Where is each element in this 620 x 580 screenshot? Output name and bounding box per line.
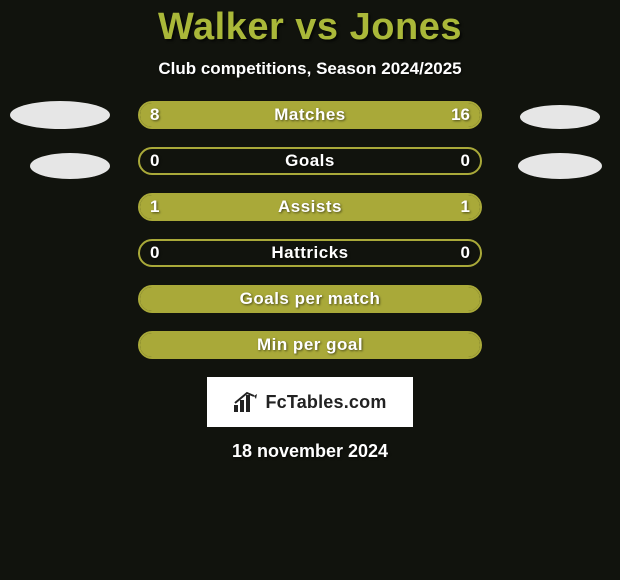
stat-value-left: 0 bbox=[150, 149, 159, 173]
stat-value-left: 0 bbox=[150, 241, 159, 265]
stat-label: Goals per match bbox=[140, 287, 480, 311]
stat-value-right: 0 bbox=[461, 149, 470, 173]
comparison-title: Walker vs Jones bbox=[0, 0, 620, 49]
player-right-badge bbox=[520, 105, 600, 129]
stat-bar: Hattricks0 0 bbox=[138, 239, 482, 267]
stat-value-right: 0 bbox=[461, 241, 470, 265]
stat-label: Goals bbox=[140, 149, 480, 173]
subtitle: Club competitions, Season 2024/2025 bbox=[0, 59, 620, 79]
stat-value-left: 8 bbox=[150, 103, 159, 127]
stat-bar: Min per goal bbox=[138, 331, 482, 359]
stat-bar: Matches8 16 bbox=[138, 101, 482, 129]
stat-label: Min per goal bbox=[140, 333, 480, 357]
player-right-badge-2 bbox=[518, 153, 602, 179]
stat-value-right: 1 bbox=[461, 195, 470, 219]
vs-text: vs bbox=[295, 6, 338, 48]
footer-date: 18 november 2024 bbox=[0, 441, 620, 462]
stat-bar: Goals0 0 bbox=[138, 147, 482, 175]
stat-bar: Goals per match bbox=[138, 285, 482, 313]
stat-label: Matches bbox=[140, 103, 480, 127]
stat-value-left: 1 bbox=[150, 195, 159, 219]
player-right-name: Jones bbox=[350, 6, 462, 48]
stat-label: Assists bbox=[140, 195, 480, 219]
stat-bars: Matches816Goals00Assists11Hattricks00Goa… bbox=[138, 101, 482, 359]
player-left-name: Walker bbox=[158, 6, 284, 48]
stat-value-right: 16 bbox=[451, 103, 470, 127]
player-left-badge bbox=[10, 101, 110, 129]
player-left-badge-2 bbox=[30, 153, 110, 179]
stat-bar: Assists1 1 bbox=[138, 193, 482, 221]
stat-label: Hattricks bbox=[140, 241, 480, 265]
logo-text: FcTables.com bbox=[265, 392, 386, 413]
fctables-logo-icon bbox=[233, 391, 259, 413]
logo-box: FcTables.com bbox=[207, 377, 413, 427]
comparison-chart: Matches816Goals00Assists11Hattricks00Goa… bbox=[0, 101, 620, 359]
